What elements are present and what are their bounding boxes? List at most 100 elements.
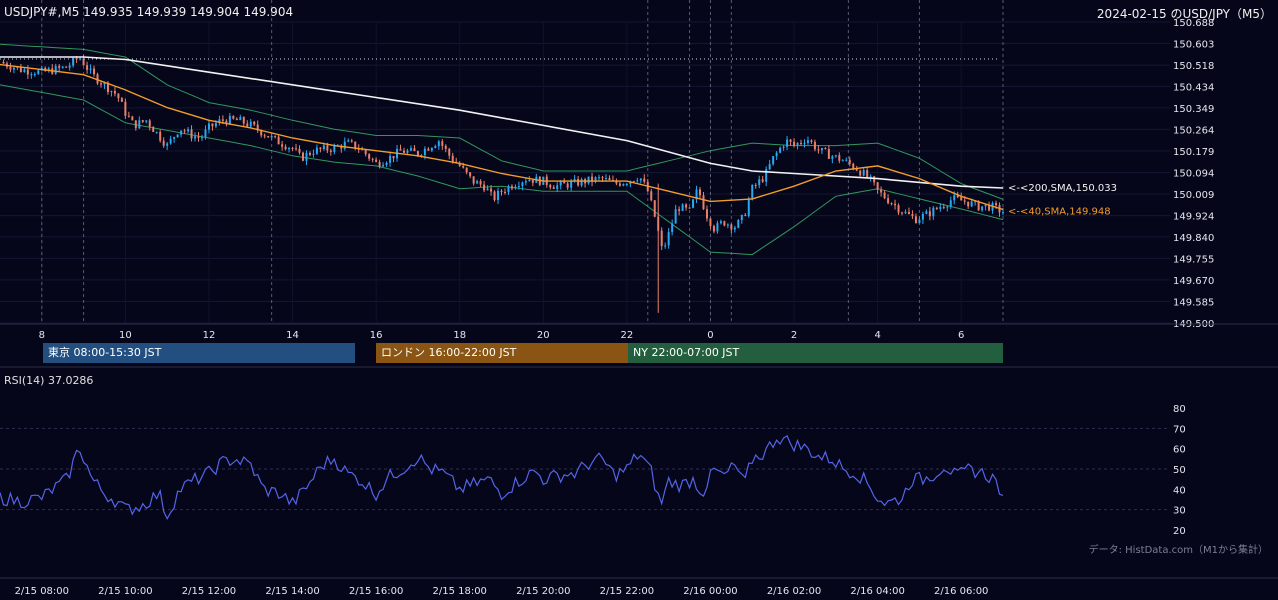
x-tick-label: 14: [286, 330, 299, 341]
candle-body: [343, 141, 346, 149]
candle-body: [23, 69, 26, 72]
candle-body: [312, 153, 315, 155]
candle-body: [277, 136, 280, 145]
candle-body: [368, 154, 371, 159]
candle-body: [420, 155, 423, 157]
candle-body: [817, 149, 820, 151]
candle-body: [751, 184, 754, 200]
candle-body: [113, 90, 116, 94]
candle-body: [528, 179, 531, 182]
candle-body: [295, 148, 298, 150]
candle-body: [963, 200, 966, 202]
candle-body: [824, 148, 827, 150]
candle-body: [298, 148, 301, 153]
candle-body: [190, 129, 193, 139]
candle-body: [838, 155, 841, 161]
candle-body: [577, 179, 580, 186]
candle-body: [267, 136, 270, 138]
candle-body: [131, 116, 134, 121]
candle-body: [855, 168, 858, 171]
x-tick-label: 16: [370, 330, 383, 341]
session-bar-london: ロンドン 16:00-22:00 JST: [376, 343, 628, 363]
candle-body: [434, 146, 437, 148]
candle-body: [685, 204, 688, 208]
candle-body: [207, 123, 210, 130]
candle-body: [667, 232, 670, 246]
candle-body: [813, 141, 816, 150]
candle-body: [747, 199, 750, 216]
candle-body: [974, 201, 977, 203]
x-tick-label: 20: [537, 330, 550, 341]
y-tick-label: 149.840: [1173, 233, 1214, 244]
x-tick-label: 4: [874, 330, 880, 341]
candle-body: [981, 206, 984, 211]
candle-body: [556, 185, 559, 189]
candle-body: [37, 70, 40, 75]
candle-body: [705, 209, 708, 219]
candle-body: [65, 66, 68, 68]
x-tick-label: 18: [453, 330, 466, 341]
candle-body: [270, 135, 273, 138]
candle-body: [402, 150, 405, 153]
candle-body: [935, 207, 938, 209]
candle-body: [883, 192, 886, 199]
candle-body: [500, 190, 503, 193]
candle-body: [859, 170, 862, 176]
candle-body: [58, 65, 61, 68]
rsi-y-tick-label: 40: [1173, 485, 1186, 496]
candle-body: [956, 195, 959, 198]
candle-body: [604, 178, 607, 180]
candle-body: [639, 178, 642, 181]
candle-body: [622, 184, 625, 186]
candle-body: [782, 146, 785, 148]
time-tick-label: 2/15 10:00: [98, 586, 152, 597]
y-tick-label: 149.585: [1173, 297, 1214, 308]
candle-body: [451, 155, 454, 162]
session-bar-ny: NY 22:00-07:00 JST: [628, 343, 1003, 363]
y-tick-label: 149.924: [1173, 212, 1214, 223]
candle-body: [995, 203, 998, 206]
candle-body: [437, 141, 440, 147]
candle-body: [79, 58, 82, 60]
candle-body: [820, 148, 823, 151]
candle-body: [389, 155, 392, 163]
candle-body: [288, 147, 291, 150]
candle-body: [660, 230, 663, 247]
candle-body: [549, 184, 552, 188]
candle-body: [134, 120, 137, 129]
candle-body: [831, 156, 834, 159]
candle-body: [510, 186, 513, 189]
candle-body: [671, 223, 674, 233]
candle-body: [845, 159, 848, 161]
candle-body: [772, 156, 775, 165]
candle-body: [305, 152, 308, 161]
candle-body: [214, 123, 217, 127]
candle-body: [340, 145, 343, 149]
y-tick-label: 150.264: [1173, 125, 1214, 136]
candle-body: [180, 130, 183, 135]
candle-body: [187, 129, 190, 132]
candle-body: [688, 207, 691, 209]
candle-body: [692, 199, 695, 208]
rsi-panel: 80 70 60 50 40 30 20 2/15 08:00 2/15 10:00 2/15 1…: [0, 404, 1186, 597]
time-tick-label: 2/16 02:00: [767, 586, 821, 597]
candle-body: [274, 135, 277, 137]
rsi-y-tick-label: 30: [1173, 506, 1186, 517]
candle-body: [124, 101, 127, 116]
time-tick-label: 2/15 12:00: [182, 586, 236, 597]
y-tick-label: 150.518: [1173, 61, 1214, 72]
candle-body: [162, 140, 165, 146]
candle-body: [531, 179, 534, 183]
candle-body: [9, 66, 12, 70]
candle-body: [281, 144, 284, 147]
x-tick-label: 22: [621, 330, 634, 341]
candle-body: [591, 176, 594, 182]
candle-body: [939, 207, 942, 209]
candle-body: [218, 119, 221, 124]
candle-body: [232, 115, 235, 119]
candle-body: [726, 224, 729, 226]
candle-body: [942, 207, 945, 209]
candle-body: [194, 136, 197, 139]
candle-body: [127, 115, 130, 117]
